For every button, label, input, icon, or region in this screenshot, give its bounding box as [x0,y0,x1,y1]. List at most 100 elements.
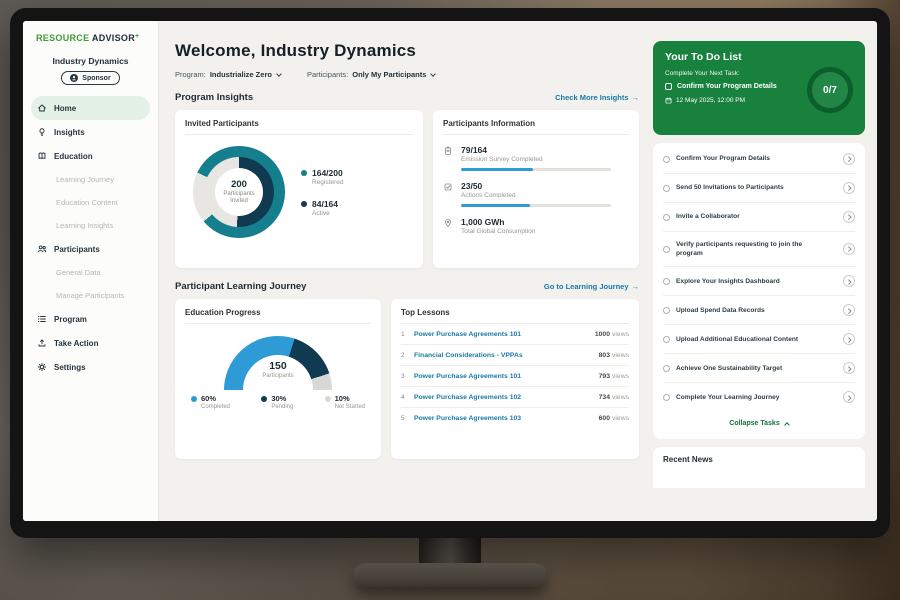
checkbox[interactable] [663,245,670,253]
checkbox[interactable] [663,184,670,192]
chevron-right-icon [846,394,851,400]
program-insights-title: Program Insights [175,92,254,103]
dashboard-screen: RESOURCE ADVISOR+ Industry Dynamics Spon… [23,21,877,521]
check-more-insights-link[interactable]: Check More Insights → [555,93,639,102]
sidebar-item-label: Learning Journey [56,175,114,184]
recent-news-card: Recent News [653,447,865,489]
sidebar-item-learning-journey[interactable]: Learning Journey [23,168,158,191]
checkbox[interactable] [663,155,670,163]
todo-task-row[interactable]: Achieve One Sustainability Target [663,354,855,384]
chevron-right-icon [846,307,851,313]
sidebar-item-take-action[interactable]: Take Action [23,331,158,355]
chevron-right-button[interactable] [843,304,855,317]
sidebar-item-label: Program [54,314,87,324]
todo-task-row[interactable]: Upload Spend Data Records [663,296,855,326]
chevron-right-button[interactable] [843,243,855,256]
todo-progress-ring: 0/7 [807,67,853,113]
sidebar: RESOURCE ADVISOR+ Industry Dynamics Spon… [23,21,159,521]
lesson-link[interactable]: Power Purchase Agreements 102 [414,393,522,401]
checkbox[interactable] [665,83,672,90]
lesson-row[interactable]: 1 Power Purchase Agreements 101 1000 view… [401,324,629,345]
checkbox[interactable] [663,213,670,221]
chevron-up-icon [783,422,790,428]
arrow-right-icon: → [631,93,640,102]
sidebar-item-insights[interactable]: Insights [23,120,158,144]
sidebar-item-label: Home [54,103,77,113]
check-square-icon [444,183,452,191]
lesson-row[interactable]: 3 Power Purchase Agreements 101 793 views [401,366,629,387]
legend-pending: 30% Pending [261,394,293,410]
education-gauge-chart: 150 Participants [185,336,371,390]
collapse-tasks-link[interactable]: Collapse Tasks [663,411,855,437]
sidebar-item-settings[interactable]: Settings [23,355,158,379]
legend-dot [301,169,307,176]
participants-filter-select[interactable]: Only My Participants [352,70,437,79]
checkbox[interactable] [663,393,670,401]
checkbox[interactable] [663,277,670,285]
todo-task-row[interactable]: Invite a Collaborator [663,203,855,232]
actions-progress-bar [461,204,611,207]
chevron-right-button[interactable] [843,362,855,375]
chevron-right-icon [846,214,851,220]
chevron-right-button[interactable] [843,211,855,223]
legend-not-started: 10% Not Started [324,394,365,410]
todo-task-row[interactable]: Complete Your Learning Journey [663,383,855,411]
lesson-link[interactable]: Power Purchase Agreements 103 [414,414,522,422]
pinfo-row-consumption: 1,000 GWh Total Global Consumption [443,217,629,235]
pinfo-row-survey: 79/164 Emission Survey Completed [443,145,629,171]
todo-task-row[interactable]: Confirm Your Program Details [663,145,855,174]
sidebar-item-education-content[interactable]: Education Content [23,191,158,214]
legend-completed: 60% Completed [191,394,230,410]
todo-task-row[interactable]: Verify participants requesting to join t… [663,232,855,268]
chevron-right-button[interactable] [843,182,855,194]
book-icon [38,152,46,160]
pinfo-row-actions: 23/50 Actions Completed [443,181,629,207]
sidebar-item-home[interactable]: Home [31,96,150,120]
gear-icon [37,362,47,372]
sidebar-item-general-data[interactable]: General Data [23,261,158,284]
participants-information-card: Participants Information 79/164 Emission… [433,110,639,268]
sidebar-item-program[interactable]: Program [23,307,158,331]
legend-registered: 164/200 Registered [301,168,343,186]
calendar-icon [665,97,672,104]
lesson-link[interactable]: Power Purchase Agreements 101 [414,372,522,380]
lesson-row[interactable]: 5 Power Purchase Agreements 103 600 views [401,414,629,422]
todo-subtitle: Complete Your Next Task: [665,70,740,77]
todo-panel: Your To Do List Complete Your Next Task:… [651,21,877,521]
location-pin-icon [445,219,451,228]
go-to-learning-journey-link[interactable]: Go to Learning Journey → [543,282,639,291]
lesson-row[interactable]: 4 Power Purchase Agreements 102 734 views [401,387,629,408]
sidebar-item-education[interactable]: Education [23,144,158,168]
chevron-right-icon [846,185,851,191]
lesson-link[interactable]: Financial Considerations - VPPAs [414,351,523,359]
sidebar-item-learning-insights[interactable]: Learning Insights [23,214,158,237]
sidebar-item-label: Learning Insights [56,221,114,230]
lesson-link[interactable]: Power Purchase Agreements 101 [414,330,522,338]
program-filter-label: Program: [175,70,206,79]
todo-task-row[interactable]: Explore Your Insights Dashboard [663,267,855,297]
education-card-title: Education Progress [185,308,371,324]
chevron-right-button[interactable] [843,391,855,404]
todo-task-row[interactable]: Upload Additional Educational Content [663,325,855,355]
sidebar-item-label: Manage Participants [56,291,125,300]
top-lessons-card: Top Lessons 1 Power Purchase Agreements … [391,299,639,459]
invited-legend: 164/200 Registered 84/164 Active [301,168,343,217]
checkbox[interactable] [663,364,670,372]
sidebar-item-participants[interactable]: Participants [23,237,158,261]
todo-task-row[interactable]: Send 50 Invitations to Participants [663,174,855,203]
chevron-right-button[interactable] [843,333,855,346]
app-logo: RESOURCE ADVISOR+ [23,33,158,43]
chevron-right-icon [846,246,851,252]
recent-news-title: Recent News [663,455,713,465]
sidebar-nav: Home Insights Education Learning Journey [23,96,158,379]
checkbox[interactable] [663,306,670,314]
lesson-row[interactable]: 2 Financial Considerations - VPPAs 803 vi… [401,345,629,366]
sidebar-item-manage-participants[interactable]: Manage Participants [23,284,158,307]
chevron-right-button[interactable] [843,153,855,165]
checkbox[interactable] [663,335,670,343]
legend-dot [324,395,331,402]
program-filter-select[interactable]: Industrialize Zero [210,70,282,79]
chevron-right-button[interactable] [843,275,855,288]
todo-next-task[interactable]: Confirm Your Program Details [665,82,800,91]
